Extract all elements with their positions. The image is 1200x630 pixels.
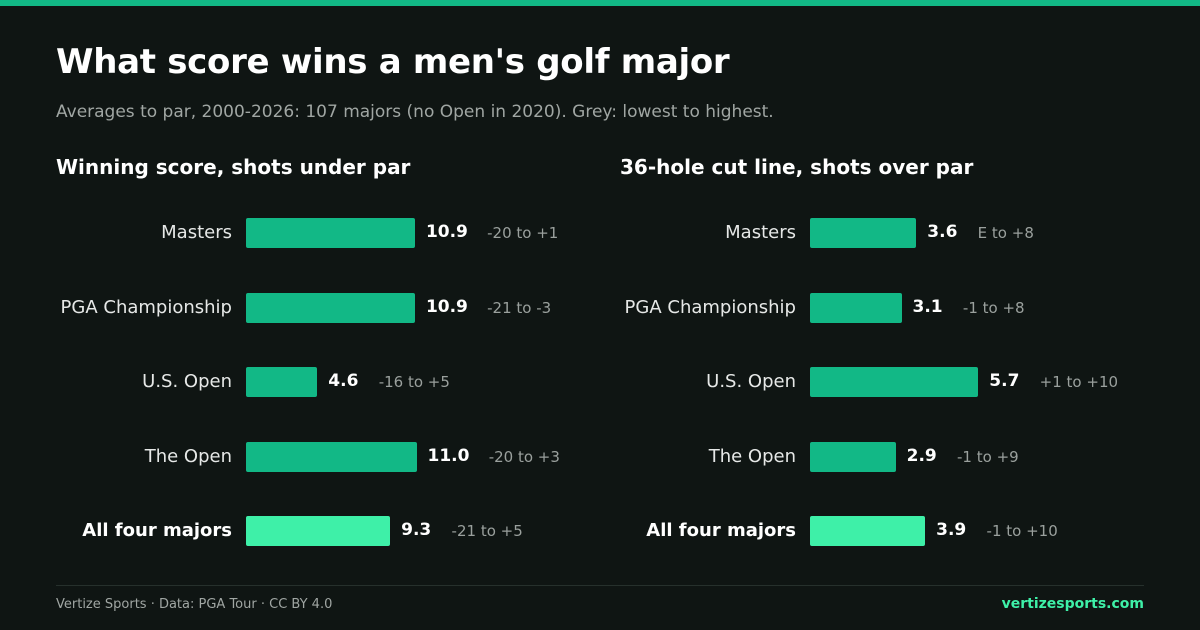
- bar-rows: Masters 3.6 E to +8 PGA Championship 3.1 -1 t…: [620, 155, 1180, 565]
- bar-row: All four majors 9.3 -21 to +5: [56, 516, 616, 546]
- bar-row: U.S. Open 4.6 -16 to +5: [56, 367, 616, 397]
- range-label: -21 to -3: [487, 298, 552, 317]
- bar-row: The Open 2.9 -1 to +9: [620, 441, 1180, 472]
- bar-row: PGA Championship 3.1 -1 to +8: [620, 292, 1180, 323]
- value-label: 3.6: [927, 222, 958, 242]
- bar-row: Masters 10.9 -20 to +1: [56, 218, 616, 248]
- value-label: 3.1: [912, 296, 943, 317]
- page-subtitle: Averages to par, 2000-2026: 107 majors (…: [56, 102, 774, 122]
- category-label: PGA Championship: [60, 296, 232, 318]
- category-label: Masters: [725, 222, 796, 243]
- category-label: The Open: [144, 445, 232, 467]
- page-title: What score wins a men's golf major: [56, 42, 730, 82]
- range-label: E to +8: [977, 224, 1034, 242]
- footer-credit: Vertize Sports · Data: PGA Tour · CC BY …: [56, 597, 333, 612]
- range-label: +1 to +10: [1039, 373, 1119, 391]
- category-label: The Open: [708, 445, 796, 467]
- bar-row: U.S. Open 5.7 +1 to +10: [620, 367, 1180, 397]
- range-label: -20 to +3: [488, 447, 560, 466]
- bar: [246, 441, 417, 472]
- bar: [246, 367, 318, 397]
- winning-score-chart: Winning score, shots under par Masters 10…: [56, 155, 616, 565]
- value-label: 4.6: [328, 371, 359, 391]
- category-label: PGA Championship: [624, 296, 796, 318]
- bar: [810, 516, 926, 546]
- category-label: All four majors: [646, 520, 796, 541]
- range-label: -20 to +1: [487, 224, 559, 242]
- bar: [810, 218, 917, 248]
- footer-site-link[interactable]: vertizesports.com: [1001, 596, 1144, 612]
- bar-row: PGA Championship 10.9 -21 to -3: [56, 292, 616, 323]
- bar-rows: Masters 10.9 -20 to +1 PGA Championship 10.9…: [56, 155, 616, 565]
- bar: [810, 441, 896, 472]
- bar-row: All four majors 3.9 -1 to +10: [620, 516, 1180, 546]
- cut-line-chart: 36-hole cut line, shots over par Masters…: [620, 155, 1180, 565]
- value-label: 9.3: [401, 520, 432, 540]
- category-label: All four majors: [82, 520, 232, 541]
- bar: [810, 367, 979, 397]
- bar: [246, 292, 415, 323]
- chart-title: Winning score, shots under par: [56, 155, 411, 179]
- top-accent-bar: [0, 0, 1200, 6]
- bar: [246, 516, 391, 546]
- category-label: Masters: [161, 222, 232, 243]
- footer-divider: [56, 585, 1144, 586]
- range-label: -21 to +5: [451, 522, 523, 540]
- bar: [810, 292, 902, 323]
- range-label: -1 to +9: [957, 447, 1019, 466]
- category-label: U.S. Open: [706, 371, 796, 392]
- bar-row: Masters 3.6 E to +8: [620, 218, 1180, 248]
- value-label: 10.9: [425, 296, 468, 317]
- bar: [246, 218, 415, 248]
- value-label: 11.0: [427, 445, 470, 466]
- range-label: -1 to +10: [986, 522, 1058, 540]
- chart-title: 36-hole cut line, shots over par: [620, 155, 974, 179]
- range-label: -1 to +8: [962, 298, 1025, 317]
- bar-row: The Open 11.0 -20 to +3: [56, 441, 616, 472]
- value-label: 5.7: [989, 371, 1020, 391]
- category-label: U.S. Open: [142, 371, 232, 392]
- value-label: 3.9: [936, 520, 967, 540]
- range-label: -16 to +5: [378, 373, 450, 391]
- value-label: 2.9: [906, 445, 937, 466]
- value-label: 10.9: [425, 222, 468, 242]
